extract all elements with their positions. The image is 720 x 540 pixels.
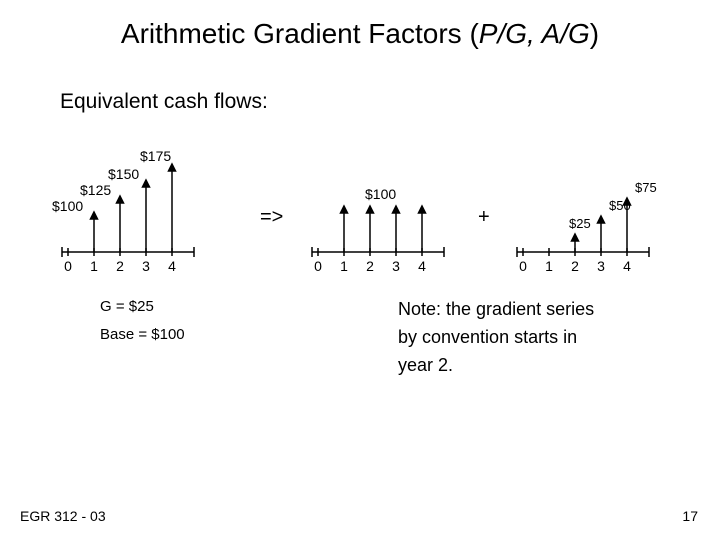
uniform-top-label: $100	[365, 186, 396, 202]
time-label: 4	[166, 258, 178, 274]
note-line: by convention starts in	[398, 324, 594, 352]
g-annotation: G = $25	[100, 298, 154, 315]
value-label: $75	[635, 180, 657, 195]
time-label: 3	[140, 258, 152, 274]
time-label: 0	[62, 258, 74, 274]
time-label: 0	[312, 258, 324, 274]
plus-operator: +	[478, 206, 490, 229]
time-label: 3	[595, 258, 607, 274]
implies-operator: =>	[260, 206, 283, 229]
value-label: $100	[52, 198, 83, 214]
note-line: Note: the gradient series	[398, 296, 594, 324]
time-label: 0	[517, 258, 529, 274]
note-line: year 2.	[398, 352, 594, 380]
subtitle: Equivalent cash flows:	[60, 90, 268, 114]
base-annotation: Base = $100	[100, 326, 185, 343]
time-label: 1	[543, 258, 555, 274]
cashflow-gradient: 01234$100$125$150$175	[60, 140, 220, 280]
time-label: 1	[88, 258, 100, 274]
note-text: Note: the gradient series by convention …	[398, 296, 594, 380]
cashflow-uniform: 01234 $100	[310, 140, 460, 280]
time-label: 2	[364, 258, 376, 274]
title-suffix: )	[590, 18, 599, 49]
value-label: $125	[80, 182, 111, 198]
value-label: $175	[140, 148, 171, 164]
time-label: 2	[114, 258, 126, 274]
time-label: 4	[621, 258, 633, 274]
value-label: $25	[569, 216, 591, 231]
value-label: $150	[108, 166, 139, 182]
diagram-area: 01234$100$125$150$175 => 01234$100 + 012…	[60, 140, 680, 310]
value-label: $50	[609, 198, 631, 213]
time-label: 4	[416, 258, 428, 274]
time-label: 1	[338, 258, 350, 274]
footer-course: EGR 312 - 03	[20, 508, 106, 524]
slide: Arithmetic Gradient Factors (P/G, A/G) E…	[0, 0, 720, 540]
page-title: Arithmetic Gradient Factors (P/G, A/G)	[0, 18, 720, 50]
cashflow-pure-gradient: 01234 $25 $50 $75	[515, 140, 665, 280]
time-label: 2	[569, 258, 581, 274]
time-label: 3	[390, 258, 402, 274]
title-italic: P/G, A/G	[479, 18, 590, 49]
title-prefix: Arithmetic Gradient Factors (	[121, 18, 479, 49]
footer-page-number: 17	[682, 508, 698, 524]
